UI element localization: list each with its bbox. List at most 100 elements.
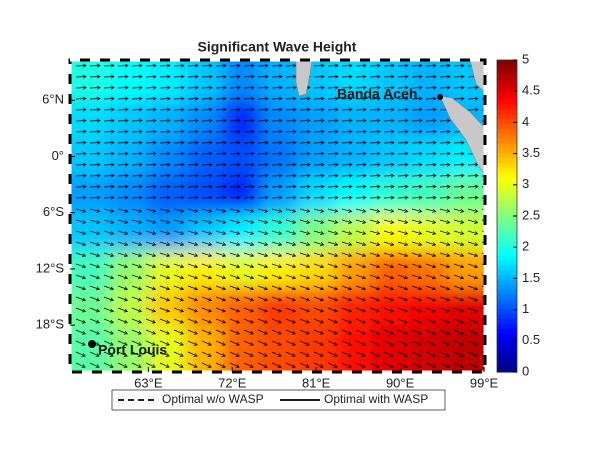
arrow [439, 208, 451, 213]
arrow [173, 329, 184, 335]
arrow [89, 318, 100, 324]
arrow [299, 230, 311, 235]
arrow [411, 263, 423, 269]
arrow [369, 230, 381, 235]
arrow [467, 173, 479, 178]
arrow [201, 63, 213, 68]
arrow [257, 241, 269, 246]
wave-cell [372, 175, 410, 214]
arrow [145, 241, 157, 246]
arrow [229, 151, 241, 156]
arrow [285, 318, 296, 324]
wave-cell [409, 250, 448, 289]
arrow [145, 85, 157, 90]
arrow [327, 195, 339, 200]
arrow [103, 74, 115, 79]
arrow [425, 74, 437, 79]
arrow [355, 63, 367, 68]
arrow [425, 340, 436, 346]
arrow [243, 340, 254, 346]
arrow [285, 118, 297, 123]
arrow [159, 184, 171, 189]
arrow [285, 241, 297, 246]
arrow [75, 107, 87, 112]
colorbar-step [497, 177, 517, 183]
arrow [75, 96, 87, 101]
arrow [327, 173, 339, 178]
arrow [341, 307, 353, 313]
arrow [313, 307, 325, 313]
arrow [439, 230, 451, 235]
arrow [397, 329, 408, 335]
arrow [453, 96, 465, 101]
arrow [131, 362, 142, 368]
wave-cell [111, 250, 149, 289]
arrow [117, 263, 129, 269]
arrow [383, 241, 395, 246]
arrow [75, 241, 87, 246]
arrow [229, 241, 241, 246]
arrow [299, 195, 311, 200]
colorbar-step [497, 103, 517, 110]
arrow [89, 241, 101, 246]
arrow [229, 285, 241, 291]
arrow [103, 241, 115, 246]
arrow [355, 107, 367, 112]
arrow [299, 140, 311, 145]
wave-arrows [75, 63, 485, 368]
colorbar-tick-label: 2.5 [522, 207, 540, 222]
arrow [341, 107, 353, 112]
arrow [131, 318, 142, 324]
arrow [243, 107, 255, 112]
arrow [299, 340, 310, 346]
arrow [187, 140, 199, 145]
arrow [75, 85, 87, 90]
arrow [425, 85, 437, 90]
arrow [257, 184, 269, 189]
arrow [201, 184, 213, 189]
arrow [327, 162, 339, 167]
wave-cell [409, 60, 448, 101]
arrow [201, 252, 213, 258]
x-tick-label: 99°E [470, 375, 499, 390]
arrow [327, 274, 339, 280]
arrow [383, 129, 395, 134]
arrow [467, 285, 479, 291]
arrow [271, 296, 283, 302]
arrow [439, 162, 451, 167]
wave-cell [185, 60, 224, 101]
arrow [285, 129, 297, 134]
arrow [313, 274, 325, 280]
arrow [103, 329, 114, 335]
arrow [271, 329, 282, 335]
arrow [453, 151, 465, 156]
colorbar-step [497, 201, 517, 207]
arrow [453, 219, 465, 224]
arrow [355, 173, 367, 178]
arrow [89, 107, 101, 112]
arrow [369, 263, 381, 269]
arrow [89, 230, 101, 235]
arrow [103, 184, 115, 189]
arrow [187, 362, 198, 368]
arrow [201, 219, 213, 224]
arrow [229, 63, 241, 68]
arrow [103, 173, 115, 178]
arrow [397, 96, 409, 101]
arrow [159, 307, 171, 313]
arrow [117, 351, 128, 357]
colorbar-step [497, 220, 517, 227]
arrow [313, 329, 324, 335]
arrow [369, 285, 381, 291]
arrow [313, 63, 325, 68]
arrow [453, 318, 464, 324]
arrow [299, 296, 311, 302]
arrow [467, 362, 478, 368]
arrow [257, 219, 269, 224]
arrow [285, 173, 297, 178]
arrow [75, 318, 86, 324]
colorbar-step [497, 367, 517, 373]
arrow [313, 85, 325, 90]
arrow [201, 96, 213, 101]
arrow [243, 285, 255, 291]
